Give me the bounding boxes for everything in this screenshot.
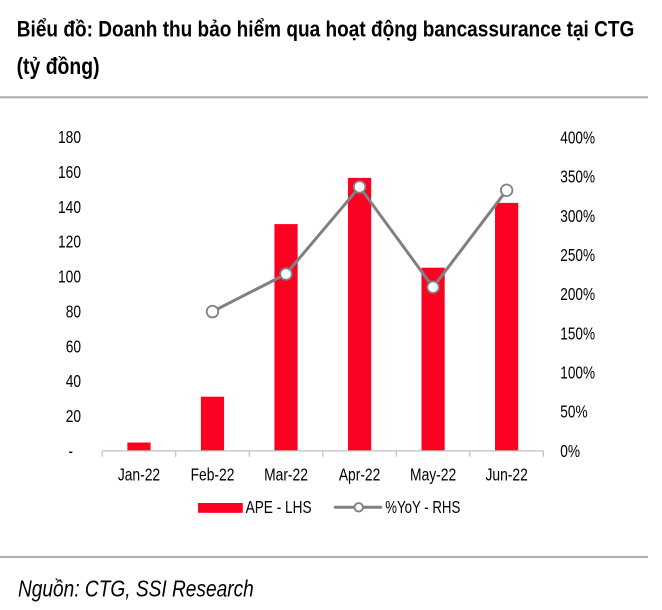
- svg-text:%YoY - RHS: %YoY - RHS: [385, 497, 460, 517]
- svg-text:Biểu đồ: Doanh thu bảo hiểm qu: Biểu đồ: Doanh thu bảo hiểm qua hoạt độn…: [17, 16, 635, 41]
- svg-text:250%: 250%: [560, 245, 595, 265]
- svg-text:(tỷ đồng): (tỷ đồng): [17, 53, 100, 79]
- svg-text:160: 160: [58, 162, 81, 182]
- svg-text:50%: 50%: [560, 402, 587, 422]
- svg-text:60: 60: [66, 336, 81, 356]
- svg-text:Feb-22: Feb-22: [191, 465, 235, 485]
- svg-text:140: 140: [58, 197, 81, 217]
- svg-text:40: 40: [66, 371, 81, 391]
- svg-text:400%: 400%: [560, 128, 595, 148]
- svg-text:Jan-22: Jan-22: [118, 465, 160, 485]
- svg-text:Jun-22: Jun-22: [485, 465, 527, 485]
- svg-text:180: 180: [58, 127, 81, 147]
- svg-text:APE - LHS: APE - LHS: [246, 497, 312, 517]
- svg-text:Nguồn: CTG, SSI Research: Nguồn: CTG, SSI Research: [18, 575, 254, 601]
- svg-text:0%: 0%: [560, 441, 580, 461]
- svg-text:100: 100: [58, 267, 81, 287]
- svg-text:150%: 150%: [560, 323, 595, 343]
- svg-text:Mar-22: Mar-22: [264, 465, 308, 485]
- svg-text:120: 120: [58, 232, 81, 252]
- svg-text:80: 80: [66, 301, 81, 321]
- svg-text:100%: 100%: [560, 362, 595, 382]
- svg-text:300%: 300%: [560, 206, 595, 226]
- svg-text:Apr-22: Apr-22: [339, 465, 381, 485]
- svg-text:20: 20: [66, 406, 81, 426]
- svg-text:350%: 350%: [560, 167, 595, 187]
- svg-text:200%: 200%: [560, 284, 595, 304]
- svg-text:-: -: [68, 441, 73, 461]
- svg-text:May-22: May-22: [410, 465, 456, 485]
